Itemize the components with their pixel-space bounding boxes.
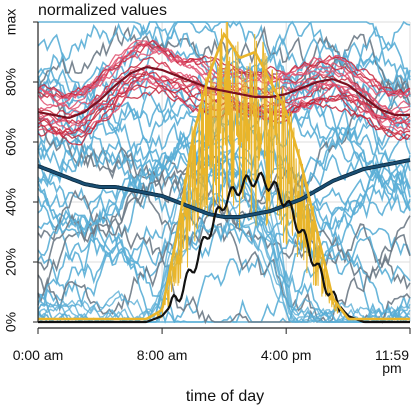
x-tick-label: pm: [382, 360, 401, 376]
series-dark-blue-mean: [37, 158, 411, 219]
red-band-curve: [37, 42, 411, 99]
series-black-curve: [38, 171, 410, 324]
axes: 0% 20% 40% 60% 80% max 0:00 am 8:00 am 4:00 pm 11…: [3, 9, 411, 376]
background-curve: [38, 20, 411, 79]
x-tick-label: 4:00 pm: [261, 347, 312, 363]
y-tick-label: 20%: [3, 248, 19, 276]
y-tick-label: 80%: [3, 68, 19, 96]
y-tick-label: 60%: [3, 128, 19, 156]
background-curve: [37, 115, 411, 246]
chart-title: normalized values: [38, 2, 167, 19]
daylight-curve: [37, 168, 411, 323]
background-curve: [37, 150, 411, 323]
series-yellow-baseline: [38, 31, 410, 321]
background-curve: [37, 149, 411, 285]
daylight-curve: [37, 142, 410, 323]
series-lines: [37, 31, 411, 324]
x-tick-label: 0:00 am: [13, 347, 64, 363]
red-band-curve: [37, 39, 411, 101]
series-dark-red-mean: [37, 66, 410, 119]
y-tick-label: 0%: [3, 312, 19, 332]
background-curve: [37, 108, 411, 285]
x-axis-label: time of day: [186, 388, 264, 405]
y-tick-label: max: [3, 9, 19, 35]
y-tick-label: 40%: [3, 188, 19, 216]
background-curve: [37, 148, 411, 265]
x-tick-label: 11:59: [375, 347, 409, 363]
x-tick-label: 8:00 am: [137, 347, 188, 363]
